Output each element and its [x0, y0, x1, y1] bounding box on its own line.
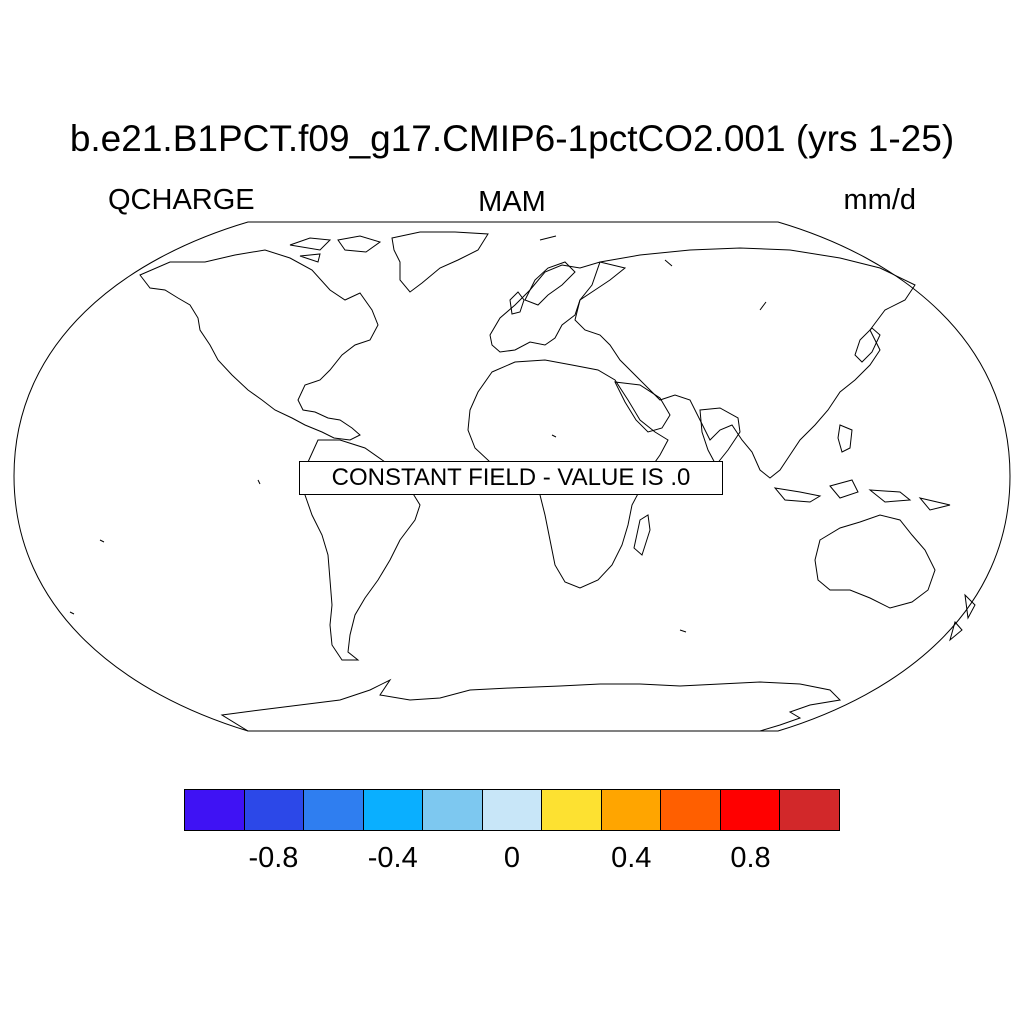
colorbar	[184, 789, 840, 831]
coastline-europe	[489, 261, 627, 353]
colorbar-tick-label: -0.4	[367, 842, 418, 874]
constant-field-message: CONSTANT FIELD - VALUE IS .0	[299, 461, 723, 495]
coastline-new-zealand	[949, 593, 976, 642]
colorbar-tick-label: -0.8	[248, 842, 299, 874]
colorbar-segment	[542, 790, 602, 830]
colorbar-segment	[601, 790, 662, 830]
coastline-philippines	[837, 424, 853, 453]
coastline-india	[699, 407, 741, 466]
colorbar-tick-label: 0.8	[730, 842, 771, 874]
coastline-australia	[814, 514, 936, 609]
colorbar-segment	[304, 790, 364, 830]
colorbar-segment	[185, 790, 245, 830]
coastline-small-islands	[69, 235, 767, 633]
map-boundary	[13, 221, 1011, 732]
coastline-japan	[854, 327, 881, 363]
coastline-arabia	[614, 381, 671, 433]
colorbar-segment	[720, 790, 781, 830]
colorbar-segment	[661, 790, 721, 830]
coastline-uk	[509, 291, 525, 315]
coastline-indonesia	[773, 479, 951, 511]
coastline-north-america	[139, 249, 379, 441]
colorbar-tick-label: 0	[503, 842, 521, 874]
colorbar-segment	[363, 790, 424, 830]
coastline-asia	[574, 247, 916, 479]
colorbar-segment	[244, 790, 305, 830]
colorbar-tick-label: 0.4	[611, 842, 652, 874]
coastline-antarctica	[220, 678, 842, 732]
plot-title: b.e21.B1PCT.f09_g17.CMIP6-1pctCO2.001 (y…	[69, 118, 955, 159]
colorbar-segment	[423, 790, 483, 830]
colorbar-segment	[482, 790, 543, 830]
colorbar-segment	[780, 790, 840, 830]
units-label: mm/d	[843, 184, 917, 216]
coastline-scandinavia	[524, 261, 576, 306]
variable-label: QCHARGE	[108, 184, 255, 216]
coastline-arctic-islands	[289, 235, 382, 263]
coastline-greenland	[391, 231, 489, 293]
coastline-madagascar	[633, 514, 651, 556]
season-label: MAM	[478, 186, 546, 218]
